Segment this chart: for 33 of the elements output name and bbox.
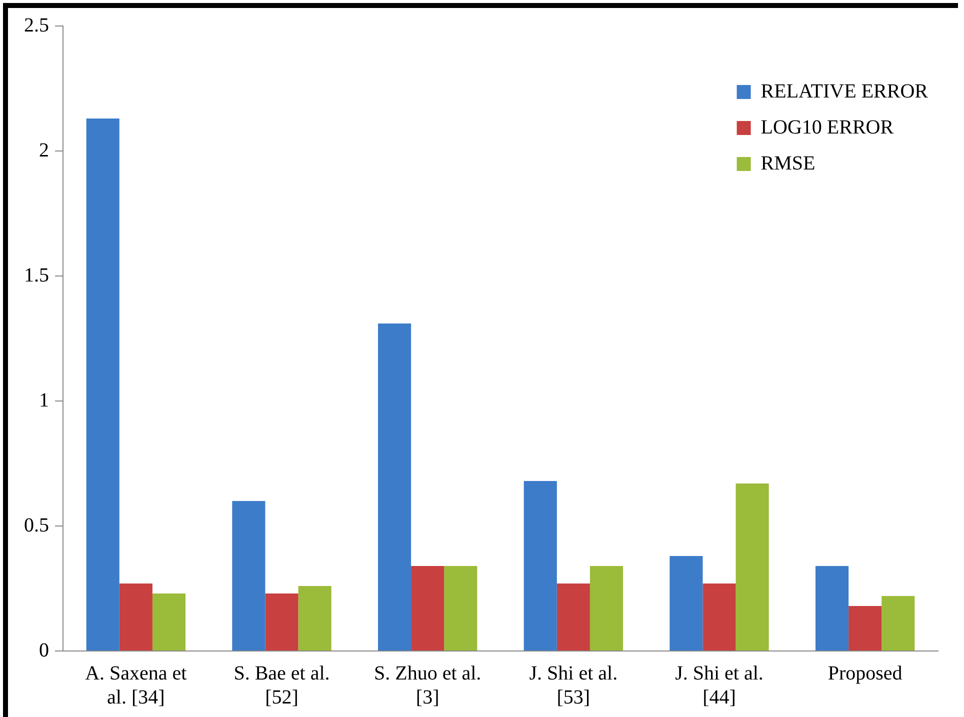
bar [378, 324, 412, 650]
y-tick-label: 1.5 [24, 264, 49, 286]
bar [882, 596, 915, 650]
y-tick-label: 2 [39, 139, 49, 162]
bar [265, 594, 298, 650]
x-tick-label: S. Zhuo et al. [3] [374, 662, 482, 708]
legend-label: LOG10 ERROR [760, 116, 894, 138]
bar [590, 566, 623, 650]
bar [298, 586, 332, 650]
bar [670, 556, 703, 650]
bar [816, 566, 849, 650]
x-tick-label: J. Shi et al. [53] [529, 662, 618, 708]
bar [152, 594, 186, 650]
bar [232, 501, 266, 650]
x-tick-label: A. Saxena et al. [34] [85, 662, 188, 708]
x-tick-label: Proposed [828, 662, 902, 684]
y-tick-label: 1 [39, 389, 49, 412]
bar [444, 566, 478, 650]
x-tick-label: S. Bae et al. [52] [234, 662, 330, 708]
y-tick-label: 0.5 [24, 514, 49, 536]
bar [736, 484, 769, 650]
y-tick-label: 0 [39, 639, 49, 662]
y-tick-label: 2.5 [24, 14, 49, 36]
bar [848, 606, 882, 650]
legend-label: RELATIVE ERROR [760, 80, 929, 102]
bar [411, 566, 444, 650]
bar [524, 481, 557, 650]
legend-label: RMSE [760, 152, 816, 174]
x-tick-label: J. Shi et al. [44] [675, 662, 764, 708]
bar [86, 118, 120, 650]
bar [556, 584, 590, 650]
bar [119, 584, 152, 650]
bar [702, 584, 736, 650]
